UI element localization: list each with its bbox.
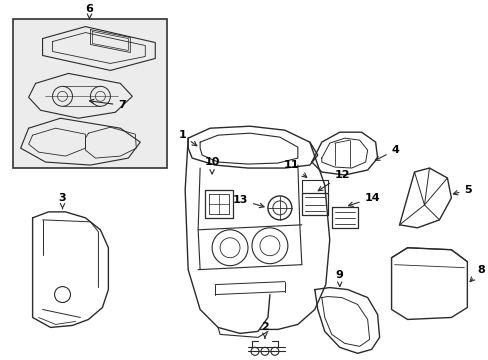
Text: 12: 12: [318, 170, 349, 191]
Text: 9: 9: [335, 270, 343, 286]
Text: 8: 8: [469, 265, 484, 282]
Text: 2: 2: [261, 323, 268, 338]
Text: 3: 3: [59, 193, 66, 208]
Bar: [13, 19, 167, 168]
Text: 5: 5: [452, 185, 471, 195]
Text: 13: 13: [232, 195, 264, 208]
Text: 10: 10: [204, 157, 219, 174]
Text: 4: 4: [374, 145, 399, 160]
Text: 14: 14: [348, 193, 380, 206]
Text: 11: 11: [284, 160, 306, 177]
Text: 6: 6: [85, 4, 93, 19]
Text: 1: 1: [178, 130, 197, 146]
Text: 7: 7: [89, 99, 126, 110]
